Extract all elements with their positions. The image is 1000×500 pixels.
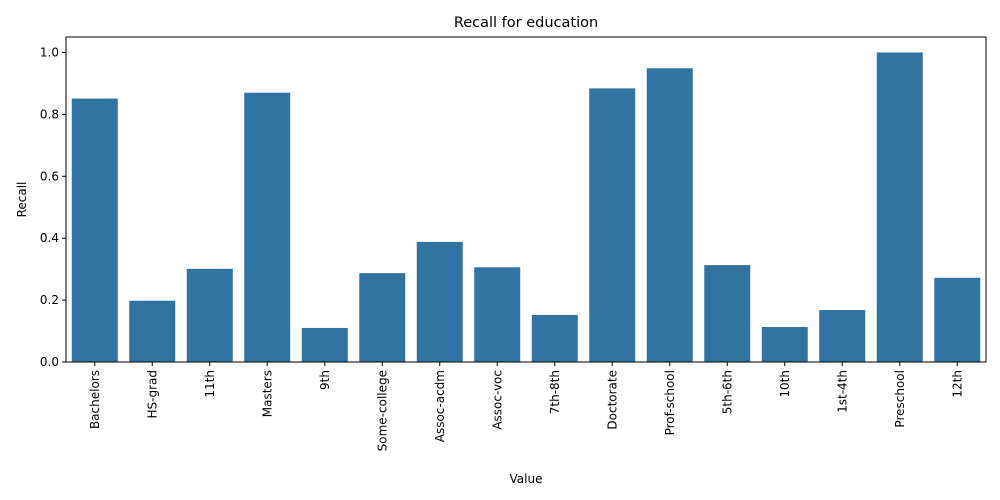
bar-bachelors (71, 98, 118, 362)
bar-7th-8th (531, 314, 578, 362)
x-tick-label: Some-college (375, 370, 389, 451)
y-tick-label: 0.6 (40, 169, 59, 183)
bar-assoc-acdm (416, 241, 463, 362)
bar-some-college (359, 273, 406, 362)
bar-10th (761, 327, 808, 362)
bar-preschool (876, 52, 923, 362)
y-axis: 0.0 0.2 0.4 0.6 0.8 1.0 (40, 45, 66, 369)
y-axis-label: Recall (15, 182, 29, 218)
x-tick-label: 12th (950, 370, 964, 398)
bar-masters (244, 92, 291, 362)
y-tick-label: 0.0 (40, 355, 59, 369)
bar-assoc-voc (474, 267, 521, 362)
x-tick-label: Preschool (893, 370, 907, 428)
x-tick-label: Assoc-voc (490, 370, 504, 430)
bar-1st-4th (819, 310, 866, 362)
y-tick-label: 0.2 (40, 293, 59, 307)
x-tick-label: 5th-6th (720, 370, 734, 414)
bars-group (71, 52, 981, 362)
x-tick-label: 9th (318, 370, 332, 390)
x-axis-label: Value (510, 472, 543, 486)
x-tick-label: Assoc-acdm (433, 370, 447, 442)
x-tick-label: Masters (260, 370, 274, 417)
bar-12th (934, 277, 981, 362)
x-axis: Bachelors HS-grad 11th Masters 9th Some-colle… (88, 362, 964, 451)
chart-title: Recall for education (454, 15, 598, 31)
bar-hs-grad (129, 300, 176, 362)
bar-9th (301, 327, 348, 362)
y-tick-label: 0.8 (40, 107, 59, 121)
bar-doctorate (589, 88, 636, 362)
x-tick-label: Doctorate (605, 370, 619, 430)
y-tick-label: 1.0 (40, 45, 59, 59)
y-tick-label: 0.4 (40, 231, 59, 245)
bar-11th (186, 268, 233, 362)
x-tick-label: HS-grad (145, 370, 159, 419)
x-tick-label: 1st-4th (835, 370, 849, 413)
x-tick-label: 10th (778, 370, 792, 398)
x-tick-label: Bachelors (88, 370, 102, 429)
bar-prof-school (646, 68, 693, 362)
x-tick-label: 11th (203, 370, 217, 398)
bar-5th-6th (704, 265, 751, 362)
x-tick-label: 7th-8th (548, 370, 562, 414)
x-tick-label: Prof-school (663, 370, 677, 435)
plot-frame (65, 36, 987, 363)
